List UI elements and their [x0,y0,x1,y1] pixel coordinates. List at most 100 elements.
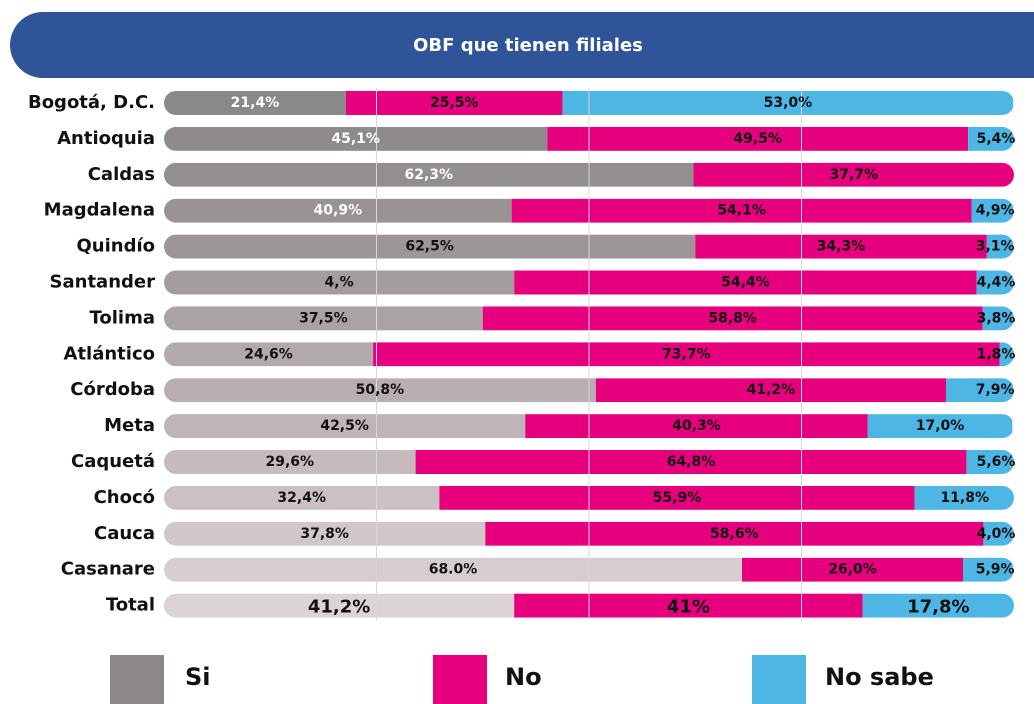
bar-segment [164,593,515,618]
bar-segment [164,91,346,115]
y-tick-label: Atlántico [64,343,155,364]
bar-segment [415,450,967,474]
data-label: 37,7% [829,167,878,183]
data-label: 25,5% [430,95,479,111]
bar-segment [983,521,1014,546]
bar-segment [164,270,515,295]
y-tick-label: Caquetá [71,451,155,472]
bar-segment [514,270,977,295]
data-label: 37,8% [300,526,349,542]
bar-segment [164,485,440,510]
data-label: 40,9% [314,203,363,219]
bar-segment [968,126,1014,151]
bar-segment [971,198,1014,223]
y-tick-label: Chocó [94,487,155,508]
bar-segment [695,234,987,259]
y-tick-label: Magdalena [44,200,155,221]
bar-segment [976,270,1014,295]
bar-segment [439,485,915,510]
data-label: 62,3% [404,167,453,183]
y-tick-label: Santander [50,272,156,293]
data-label: 58,8% [708,310,757,326]
data-label: 4,0% [977,526,1016,542]
data-label: 62,5% [405,239,454,255]
bar-segment [867,414,1013,439]
bar-segment [373,342,1000,367]
bar-segment [485,521,984,546]
bar-segment [345,91,563,115]
y-tick-label: Antioquia [57,128,155,149]
bar-segment [482,306,983,331]
data-label: 54,1% [717,203,766,219]
data-label: 26,0% [828,562,877,578]
data-label: 41,2% [308,597,370,618]
data-label: 4,9% [976,203,1015,219]
bar-segment [164,234,696,259]
bar-segment [164,521,486,546]
title-banner [10,12,1034,78]
y-tick-label: Meta [104,415,155,436]
bar-segment [595,378,946,403]
bar-segment [999,342,1014,367]
legend-swatch [110,655,164,704]
y-tick-label: Cauca [94,523,155,544]
data-label: 32,4% [277,490,326,506]
data-label: 7,9% [976,382,1015,398]
bar-segment [946,378,1014,403]
bar-segment [511,198,972,223]
data-label: 45,1% [331,131,380,147]
bar-segment [164,450,416,474]
bar-segment [986,234,1014,259]
bar-segment [164,342,374,367]
y-tick-label: Bogotá, D.C. [28,92,155,113]
data-label: 42,5% [320,418,369,434]
data-label: 41,2% [747,382,796,398]
data-label: 1,8% [977,346,1016,362]
bar-segment [164,557,742,582]
bar-segment [164,162,694,187]
chart-title: OBF que tienen filiales [413,35,643,56]
bar-segment [164,126,548,151]
legend-label: No [505,663,542,691]
data-label: 4,4% [977,275,1016,291]
data-label: 5,4% [977,131,1016,147]
data-label: 17,8% [907,597,969,618]
data-label: 24,6% [244,346,293,362]
bar-segment [164,378,596,403]
bar-segment [514,593,863,618]
bars [164,91,1014,618]
bar-segment [693,162,1014,187]
y-tick-label: Caldas [88,164,155,185]
data-label: 4,% [325,275,354,291]
bar-segment [525,414,868,439]
y-tick-label: Total [106,595,155,616]
bar-segment [164,198,512,223]
data-label: 3,1% [976,239,1015,255]
data-label: 49,5% [733,131,782,147]
y-tick-label: Quindío [76,236,155,257]
data-label: 3,8% [977,310,1016,326]
data-label: 37,5% [299,310,348,326]
y-tick-label: Casanare [61,559,155,580]
data-label: 53,0% [764,95,813,111]
legend-label: No sabe [825,663,934,691]
bar-segment [966,450,1014,474]
bar-segment [742,557,963,582]
data-label: 34,3% [817,239,866,255]
y-tick-label: Córdoba [70,379,155,400]
data-label: 58,6% [710,526,759,542]
bar-segment [547,126,969,151]
bar-segment [914,485,1014,510]
bar-segment [963,557,1014,582]
legend-swatch [433,655,487,704]
y-tick-label: Tolima [90,307,156,328]
data-label: 11,8% [940,490,989,506]
bar-segment [164,306,483,331]
data-label: 5,9% [976,562,1015,578]
data-label: 5,6% [977,454,1016,470]
data-label: 17,0% [916,418,965,434]
bar-segment [164,414,526,439]
data-label: 68.0% [429,562,478,578]
data-label: 40,3% [672,418,721,434]
